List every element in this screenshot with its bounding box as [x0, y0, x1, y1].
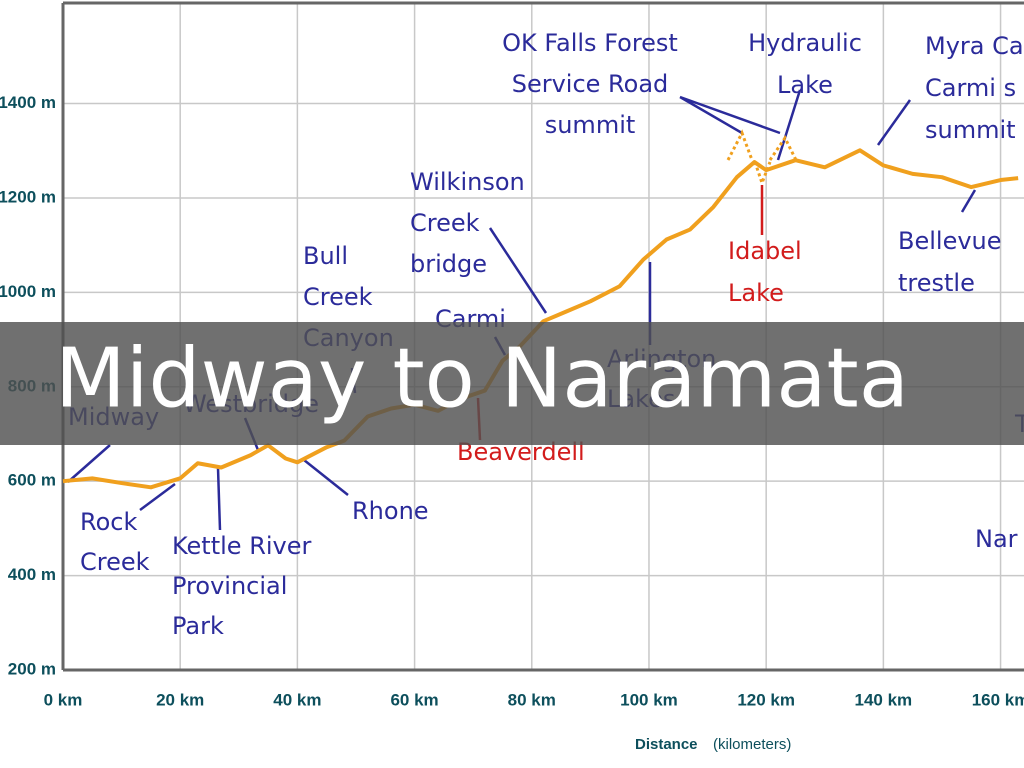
arrow — [679, 89, 802, 161]
x-tick-label: 160 km — [972, 690, 1024, 709]
annotation: summit — [545, 111, 636, 139]
y-tick-label: 1200 m — [0, 187, 56, 206]
annotation: Rhone — [352, 497, 429, 525]
annotation: Carmi s — [925, 74, 1016, 102]
annotation: Park — [172, 612, 224, 640]
annotation: Idabel — [728, 237, 802, 265]
annotation: Kettle River — [172, 532, 312, 560]
x-tick-label: 0 km — [44, 690, 83, 709]
x-tick-label: 40 km — [273, 690, 321, 709]
annotation: Bellevue — [898, 227, 1002, 255]
arrow — [139, 467, 222, 531]
annotation: bridge — [410, 250, 487, 278]
y-tick-label: 1000 m — [0, 282, 56, 301]
x-tick-label: 120 km — [737, 690, 795, 709]
x-axis-label: Distance (kilometers) — [635, 736, 791, 753]
x-tick-label: 100 km — [620, 690, 678, 709]
y-tick-label: 600 m — [8, 471, 56, 490]
slide-title: Midway to Naramata — [55, 331, 909, 426]
annotation: Creek — [410, 209, 480, 237]
annotation: summit — [925, 116, 1016, 144]
annotation: Nar — [975, 525, 1018, 553]
annotation: Myra Ca — [925, 32, 1024, 60]
annotation: OK Falls Forest — [502, 29, 678, 57]
annotation: Creek — [80, 548, 150, 576]
annotation: Provincial — [172, 572, 287, 600]
x-axis-unit: (kilometers) — [713, 736, 791, 753]
title-banner — [0, 322, 1024, 445]
annotation: Service Road — [512, 70, 669, 98]
annotation: Hydraulic — [748, 29, 862, 57]
annotation: Lake — [728, 279, 784, 307]
x-tick-label: 20 km — [156, 690, 204, 709]
annotation: Lake — [777, 71, 833, 99]
annotation: Creek — [303, 283, 373, 311]
y-tick-label: 1400 m — [0, 93, 56, 112]
annotation: Wilkinson — [410, 168, 525, 196]
y-tick-label: 200 m — [8, 659, 56, 678]
annotation: Rock — [80, 508, 137, 536]
x-tick-label: 60 km — [390, 690, 438, 709]
x-tick-label: 140 km — [855, 690, 913, 709]
annotation: Bull — [303, 242, 348, 270]
x-axis-title: Distance — [635, 736, 698, 753]
annotation: trestle — [898, 269, 975, 297]
x-tick-label: 80 km — [508, 690, 556, 709]
y-tick-label: 400 m — [8, 565, 56, 584]
